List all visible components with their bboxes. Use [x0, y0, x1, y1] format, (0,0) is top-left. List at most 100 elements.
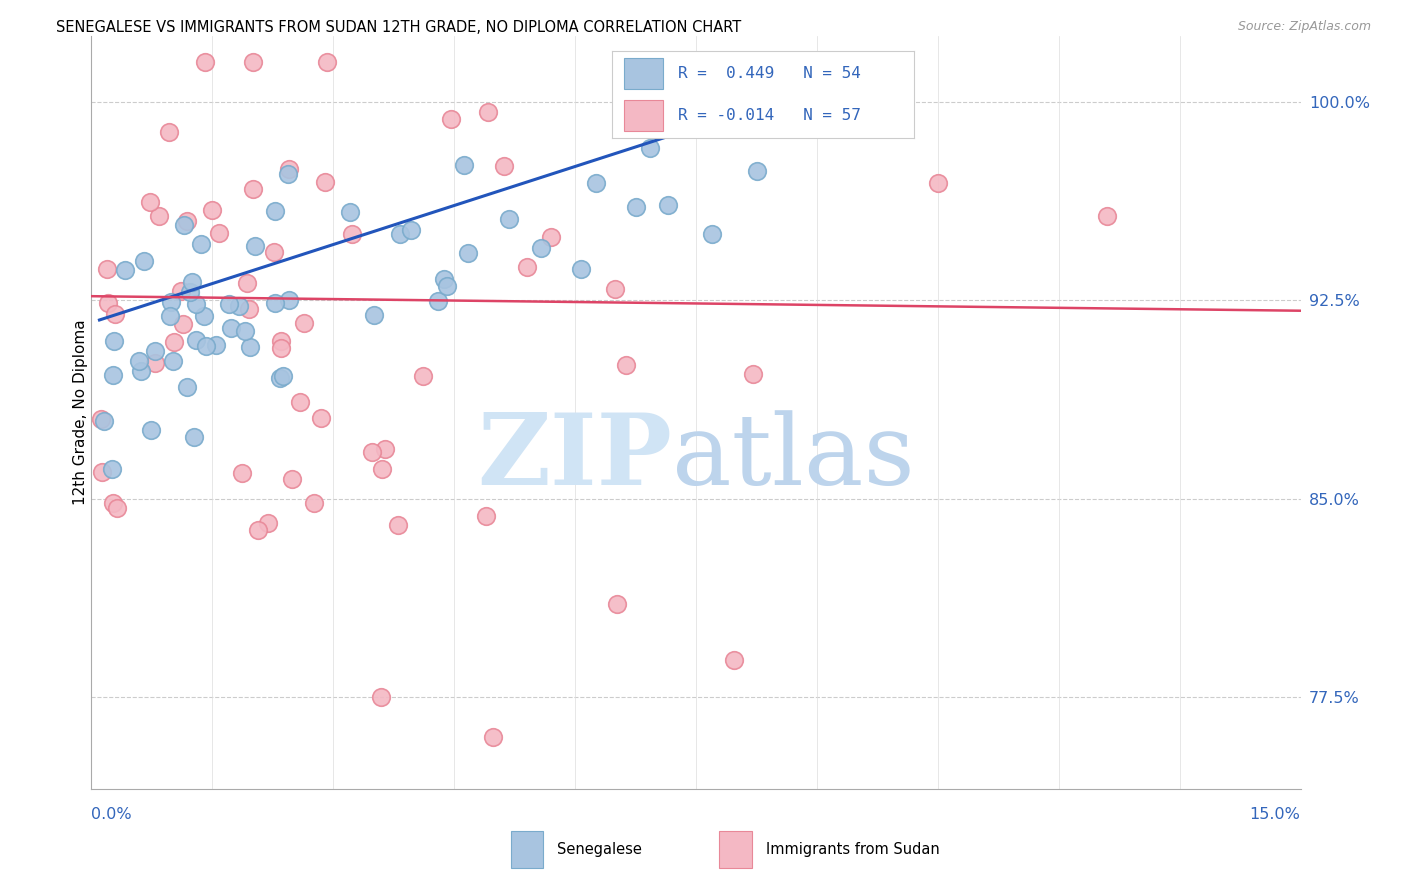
Bar: [720, 831, 752, 868]
Point: [388, 227, 411, 241]
Point: [264, 296, 287, 310]
Point: [453, 158, 475, 172]
Point: [228, 299, 250, 313]
Point: [339, 205, 361, 219]
Point: [638, 141, 661, 155]
Point: [281, 472, 304, 486]
Point: [103, 368, 125, 383]
Point: [159, 310, 181, 324]
Point: [263, 245, 285, 260]
Point: [605, 282, 627, 296]
Point: [194, 55, 217, 70]
Point: [218, 297, 240, 311]
Point: [103, 334, 125, 349]
Point: [128, 354, 150, 368]
Text: 15.0%: 15.0%: [1250, 807, 1301, 822]
Point: [104, 307, 127, 321]
Point: [132, 254, 155, 268]
Point: [219, 321, 242, 335]
Point: [927, 176, 949, 190]
Point: [270, 334, 292, 349]
Point: [239, 340, 262, 354]
Bar: [624, 58, 664, 89]
Point: [96, 262, 118, 277]
Point: [270, 341, 292, 355]
Point: [162, 354, 184, 368]
Point: [277, 167, 299, 181]
Point: [370, 690, 392, 704]
Point: [170, 284, 193, 298]
Point: [143, 343, 166, 358]
Point: [93, 414, 115, 428]
Point: [585, 176, 607, 190]
Point: [238, 302, 260, 317]
Point: [457, 246, 479, 260]
Point: [269, 370, 291, 384]
Point: [141, 423, 163, 437]
Point: [723, 653, 745, 667]
Point: [530, 241, 553, 255]
Point: [302, 496, 325, 510]
Point: [139, 195, 162, 210]
Point: [242, 55, 264, 70]
Point: [157, 125, 180, 139]
Point: [440, 112, 463, 126]
Point: [498, 211, 520, 226]
Point: [179, 285, 201, 299]
Point: [492, 159, 515, 173]
Point: [374, 442, 396, 456]
Point: [412, 369, 434, 384]
Bar: [624, 100, 664, 131]
Point: [243, 239, 266, 253]
Point: [427, 293, 450, 308]
Point: [657, 198, 679, 212]
Point: [477, 105, 499, 120]
Point: [342, 227, 364, 241]
Point: [311, 411, 333, 425]
Point: [314, 175, 336, 189]
Point: [271, 368, 294, 383]
Point: [143, 356, 166, 370]
Point: [475, 508, 498, 523]
Point: [201, 203, 224, 218]
Point: [148, 209, 170, 223]
Point: [433, 272, 456, 286]
Point: [90, 466, 112, 480]
Point: [516, 260, 538, 274]
Point: [569, 262, 592, 277]
Point: [247, 523, 270, 537]
Text: SENEGALESE VS IMMIGRANTS FROM SUDAN 12TH GRADE, NO DIPLOMA CORRELATION CHART: SENEGALESE VS IMMIGRANTS FROM SUDAN 12TH…: [56, 20, 741, 35]
Point: [264, 203, 287, 218]
Point: [702, 227, 724, 241]
Point: [176, 380, 198, 394]
Point: [745, 163, 768, 178]
Text: 0.0%: 0.0%: [91, 807, 132, 822]
Point: [361, 445, 384, 459]
Point: [176, 213, 198, 227]
Text: Immigrants from Sudan: Immigrants from Sudan: [766, 842, 939, 857]
Point: [114, 263, 136, 277]
Point: [194, 339, 217, 353]
Text: Senegalese: Senegalese: [557, 842, 641, 857]
Point: [363, 308, 385, 322]
Point: [207, 226, 229, 240]
Point: [231, 466, 253, 480]
Point: [315, 55, 337, 70]
Point: [186, 334, 208, 348]
Point: [742, 368, 765, 382]
Point: [97, 296, 120, 310]
Point: [614, 359, 637, 373]
Y-axis label: 12th Grade, No Diploma: 12th Grade, No Diploma: [73, 319, 87, 506]
Text: R = -0.014   N = 57: R = -0.014 N = 57: [678, 108, 860, 123]
Point: [204, 337, 226, 351]
Point: [183, 430, 205, 444]
Point: [172, 317, 194, 331]
Point: [288, 394, 311, 409]
Text: atlas: atlas: [672, 410, 914, 506]
Point: [481, 730, 503, 744]
Point: [190, 237, 212, 252]
Point: [624, 200, 647, 214]
Point: [105, 501, 128, 516]
Point: [540, 229, 562, 244]
Point: [173, 218, 195, 232]
